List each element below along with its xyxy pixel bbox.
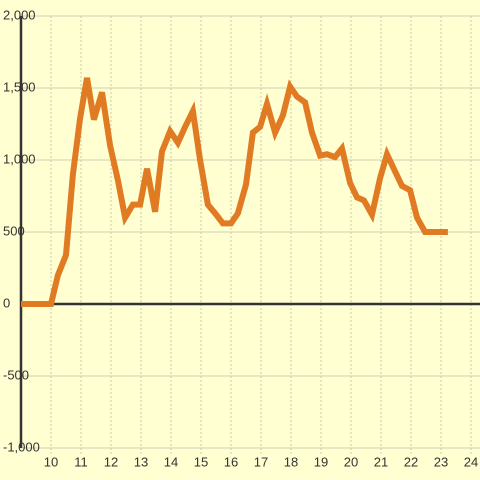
y-tick-label: -500 — [3, 367, 29, 382]
x-tick-label: 24 — [464, 454, 478, 469]
y-tick-label: 1,000 — [3, 151, 36, 166]
x-tick-label: 18 — [284, 454, 298, 469]
x-tick-label: 17 — [254, 454, 268, 469]
x-tick-label: 23 — [434, 454, 448, 469]
x-tick-label: 12 — [104, 454, 118, 469]
x-tick-label: 16 — [224, 454, 238, 469]
y-tick-label: 0 — [3, 295, 10, 310]
x-tick-label: 10 — [44, 454, 58, 469]
x-tick-label: 21 — [374, 454, 388, 469]
line — [21, 77, 448, 307]
x-tick-label: 20 — [344, 454, 358, 469]
x-tick-label: 19 — [314, 454, 328, 469]
x-tick-label: 11 — [74, 454, 88, 469]
y-tick-label: 500 — [3, 223, 25, 238]
y-tick-label: 2,000 — [3, 7, 36, 22]
x-tick-label: 15 — [194, 454, 208, 469]
x-tick-label: 13 — [134, 454, 148, 469]
x-tick-label: 22 — [404, 454, 418, 469]
x-tick-label: 14 — [164, 454, 178, 469]
y-tick-label: 1,500 — [3, 79, 36, 94]
